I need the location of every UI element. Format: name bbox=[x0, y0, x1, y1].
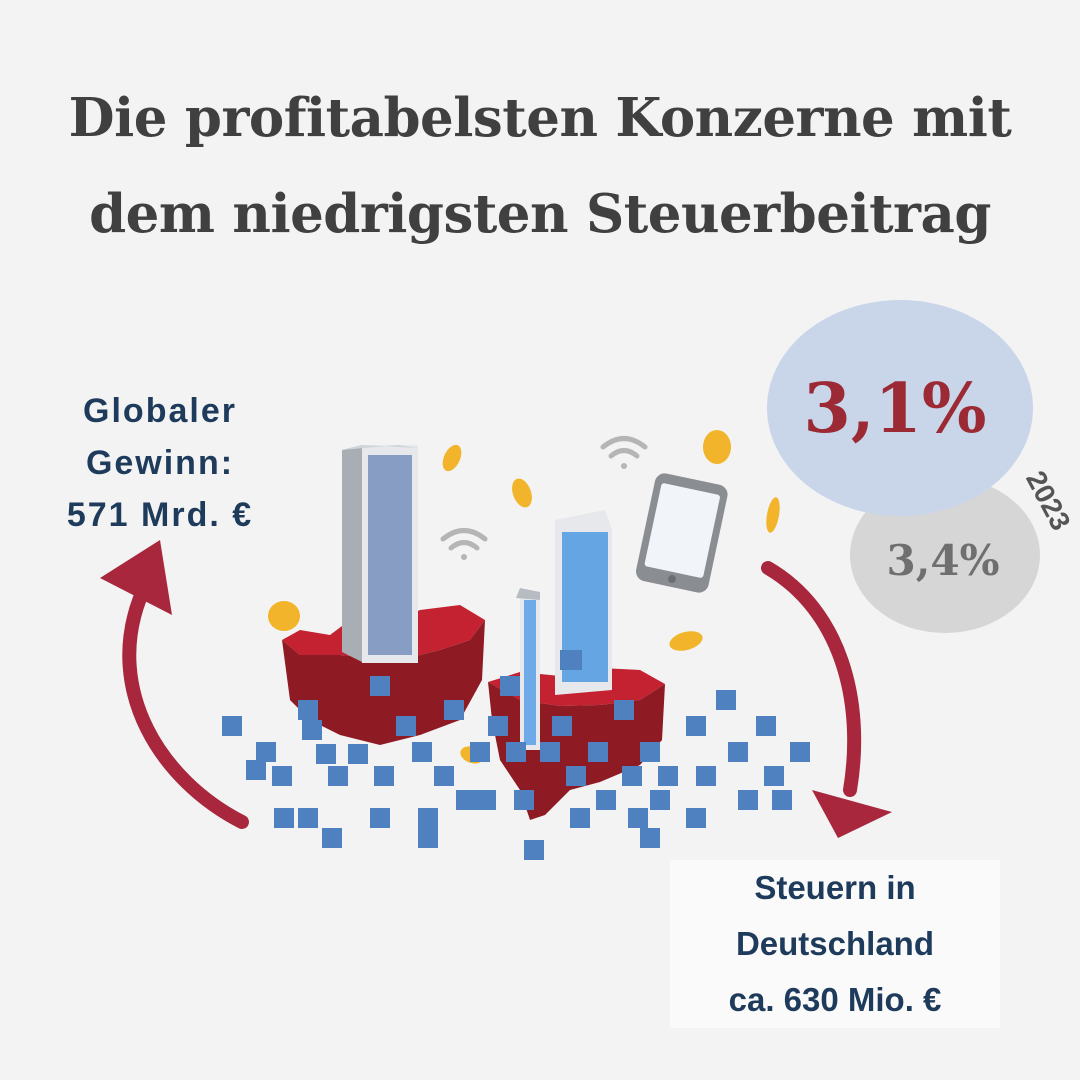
pixel-square bbox=[506, 742, 526, 762]
pixel-square bbox=[696, 766, 716, 786]
pixel-square bbox=[614, 700, 634, 720]
pixel-square bbox=[716, 690, 736, 710]
pixel-square bbox=[622, 766, 642, 786]
pixel-square bbox=[552, 716, 572, 736]
pixel-square bbox=[328, 766, 348, 786]
skyscraper-icon bbox=[555, 510, 612, 695]
pixel-square bbox=[412, 742, 432, 762]
pixel-square bbox=[524, 840, 544, 860]
headline: Die profitabelsten Konzerne mit dem nied… bbox=[0, 70, 1080, 262]
pixel-square bbox=[298, 808, 318, 828]
curved-arrow-icon bbox=[100, 540, 249, 829]
pixel-square bbox=[728, 742, 748, 762]
headline-line-1: Die profitabelsten Konzerne mit bbox=[68, 87, 1012, 149]
pixel-square bbox=[456, 790, 476, 810]
pixel-square bbox=[738, 790, 758, 810]
pixel-square bbox=[628, 808, 648, 828]
pixel-square bbox=[222, 716, 242, 736]
pixel-square bbox=[658, 766, 678, 786]
pixel-square bbox=[316, 744, 336, 764]
pixel-square bbox=[370, 676, 390, 696]
wifi-icon bbox=[440, 528, 488, 560]
pixel-square bbox=[470, 742, 490, 762]
global-profit-label: Globaler Gewinn: 571 Mrd. € bbox=[30, 385, 290, 541]
pixel-square bbox=[764, 766, 784, 786]
pixel-square bbox=[274, 808, 294, 828]
headline-line-2: dem niedrigsten Steuerbeitrag bbox=[89, 183, 991, 245]
pixel-square bbox=[348, 744, 368, 764]
pixel-square bbox=[500, 676, 520, 696]
pixel-square bbox=[298, 700, 318, 720]
pixel-square bbox=[640, 828, 660, 848]
smartphone-icon bbox=[636, 473, 728, 593]
current-rate-bubble: 3,1% bbox=[767, 300, 1033, 516]
german-tax-label: Steuern in Deutschland ca. 630 Mio. € bbox=[670, 860, 1000, 1028]
pixel-square bbox=[570, 808, 590, 828]
curved-arrow-icon bbox=[761, 561, 892, 838]
pixel-square bbox=[488, 716, 508, 736]
pixel-square bbox=[272, 766, 292, 786]
pixel-square bbox=[302, 720, 322, 740]
pixel-square bbox=[772, 790, 792, 810]
current-rate-value: 3,1% bbox=[804, 369, 987, 449]
pixel-pattern bbox=[222, 676, 810, 860]
pixel-square bbox=[514, 790, 534, 810]
skyscraper-icon bbox=[516, 588, 540, 750]
wifi-icon bbox=[600, 436, 648, 469]
pixel-square bbox=[790, 742, 810, 762]
skyscraper-icon bbox=[342, 445, 418, 663]
german-tax-line-1: Steuern in bbox=[670, 860, 1000, 916]
pixel-square bbox=[434, 766, 454, 786]
pixel-square bbox=[246, 760, 266, 780]
coin-icon bbox=[268, 430, 780, 764]
pixel-square bbox=[640, 742, 660, 762]
pixel-square bbox=[686, 808, 706, 828]
pixel-square bbox=[444, 700, 464, 720]
pixel-square bbox=[540, 742, 560, 762]
german-tax-line-3: ca. 630 Mio. € bbox=[670, 972, 1000, 1028]
pixel-square bbox=[418, 808, 438, 828]
previous-rate-value: 3,4% bbox=[887, 536, 1000, 585]
pixel-square bbox=[756, 716, 776, 736]
pixel-square bbox=[322, 828, 342, 848]
global-profit-line-3: 571 Mrd. € bbox=[66, 496, 254, 534]
pixel-square bbox=[588, 742, 608, 762]
global-profit-line-1: Globaler bbox=[83, 392, 237, 430]
pixel-square bbox=[596, 790, 616, 810]
pixel-square bbox=[374, 766, 394, 786]
pixel-square bbox=[650, 790, 670, 810]
pixel-square bbox=[686, 716, 706, 736]
pixel-square bbox=[418, 828, 438, 848]
pixel-square bbox=[370, 808, 390, 828]
pixel-square bbox=[396, 716, 416, 736]
pixel-square bbox=[566, 766, 586, 786]
global-profit-line-2: Gewinn: bbox=[85, 444, 235, 482]
pixel-square bbox=[256, 742, 276, 762]
german-tax-line-2: Deutschland bbox=[670, 916, 1000, 972]
pixel-square bbox=[476, 790, 496, 810]
